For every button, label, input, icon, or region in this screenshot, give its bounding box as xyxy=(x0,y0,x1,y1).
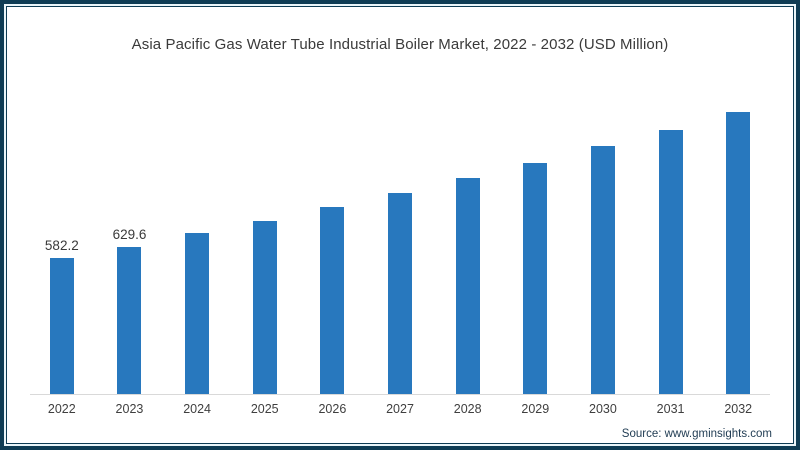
bar-column-2032 xyxy=(704,94,772,394)
bar-2022 xyxy=(49,258,74,394)
bar-2024 xyxy=(185,233,210,394)
bar-2029 xyxy=(523,163,548,394)
x-tick-label-2025: 2025 xyxy=(250,402,279,416)
bar-column-2026 xyxy=(299,94,367,394)
bar-2027 xyxy=(388,193,413,394)
bar-column-2028 xyxy=(434,94,502,394)
bar-column-2031 xyxy=(637,94,705,394)
bar-2025 xyxy=(252,221,277,394)
x-axis-line xyxy=(30,394,770,395)
x-tick-label-2031: 2031 xyxy=(656,402,685,416)
x-tick-label-2030: 2030 xyxy=(589,402,617,416)
bar-column-2023: 629.6 xyxy=(96,94,164,394)
bar-value-label: 582.2 xyxy=(44,238,79,253)
bar-column-2030 xyxy=(569,94,637,394)
bar-2028 xyxy=(455,178,480,394)
x-axis-labels: 2022 2023 2024 2025 2026 2027 2028 2029 2030 2031… xyxy=(28,402,772,416)
x-tick-label-2027: 2027 xyxy=(386,402,414,416)
bar-2030 xyxy=(590,146,615,394)
bar-2023 xyxy=(117,247,142,394)
bar-value-label: 629.6 xyxy=(112,227,147,242)
bar-chart: 582.2 629.6 xyxy=(28,94,772,394)
x-tick-label-2024: 2024 xyxy=(183,402,211,416)
bar-column-2025 xyxy=(231,94,299,394)
bar-column-2022: 582.2 xyxy=(28,94,96,394)
bar-column-2029 xyxy=(501,94,569,394)
x-tick-label-2028: 2028 xyxy=(453,402,482,416)
bar-2026 xyxy=(320,207,345,394)
bar-column-2024 xyxy=(163,94,231,394)
x-tick-label-2023: 2023 xyxy=(115,402,144,416)
x-tick-label-2022: 2022 xyxy=(47,402,76,416)
x-tick-label-2026: 2026 xyxy=(318,402,347,416)
source-attribution: Source: www.gminsights.com xyxy=(621,428,772,440)
bar-2031 xyxy=(658,130,683,394)
bar-column-2027 xyxy=(366,94,434,394)
bar-2032 xyxy=(726,112,751,394)
x-tick-label-2032: 2032 xyxy=(724,402,753,416)
chart-title: Asia Pacific Gas Water Tube Industrial B… xyxy=(131,36,669,53)
x-tick-label-2029: 2029 xyxy=(521,402,550,416)
